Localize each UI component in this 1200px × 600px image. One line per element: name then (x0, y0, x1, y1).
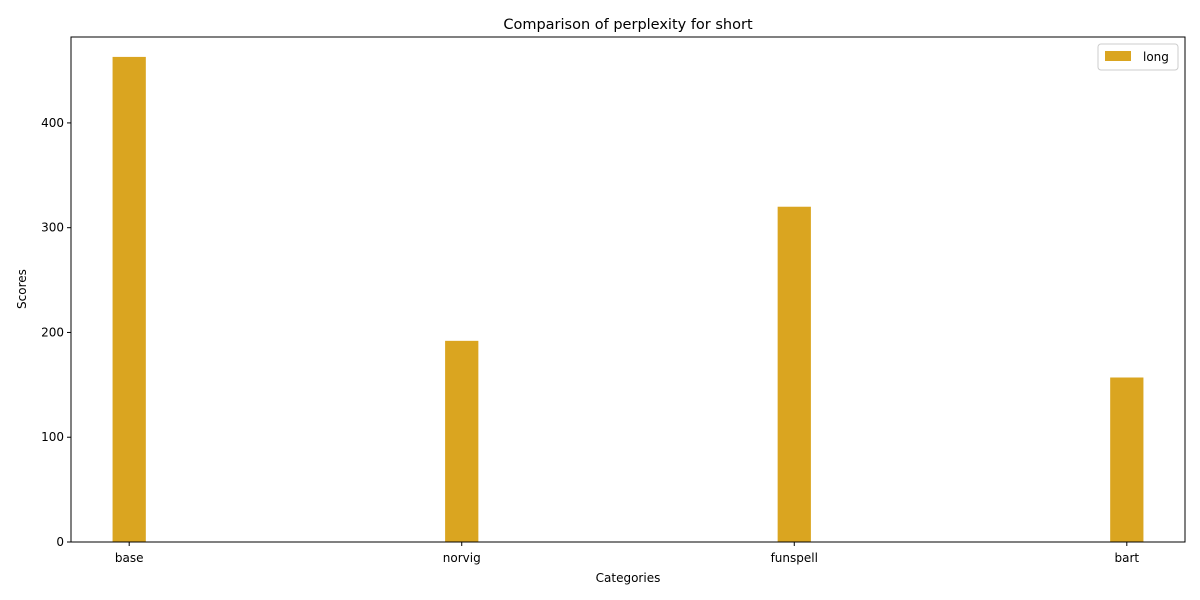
bar-long-bart (1110, 377, 1144, 542)
bar-long-funspell (777, 206, 811, 542)
y-tick-label-200: 200 (41, 325, 64, 339)
y-tick-label-400: 400 (41, 116, 64, 130)
plot-frame (70, 36, 1186, 543)
chart-title: Comparison of perplexity for short (503, 17, 753, 33)
legend: long (1097, 43, 1179, 71)
y-axis-label: Scores (15, 269, 29, 309)
x-tick-label-bart: bart (1115, 551, 1140, 565)
x-tick-label-norvig: norvig (443, 551, 481, 565)
bar-long-base (112, 56, 146, 542)
x-axis-label: Categories (596, 571, 661, 585)
legend-swatch-long (1105, 51, 1131, 61)
bar-long-norvig (445, 340, 479, 542)
y-tick-label-0: 0 (56, 535, 64, 549)
y-tick-label-100: 100 (41, 430, 64, 444)
x-tick-label-base: base (115, 551, 144, 565)
legend-label-long: long (1143, 50, 1169, 64)
y-tick-label-300: 300 (41, 221, 64, 235)
legend-frame (1097, 43, 1179, 71)
x-tick-label-funspell: funspell (771, 551, 818, 565)
plot-area: base norvig funspell bart 0 100 200 300 400 (41, 56, 1144, 565)
